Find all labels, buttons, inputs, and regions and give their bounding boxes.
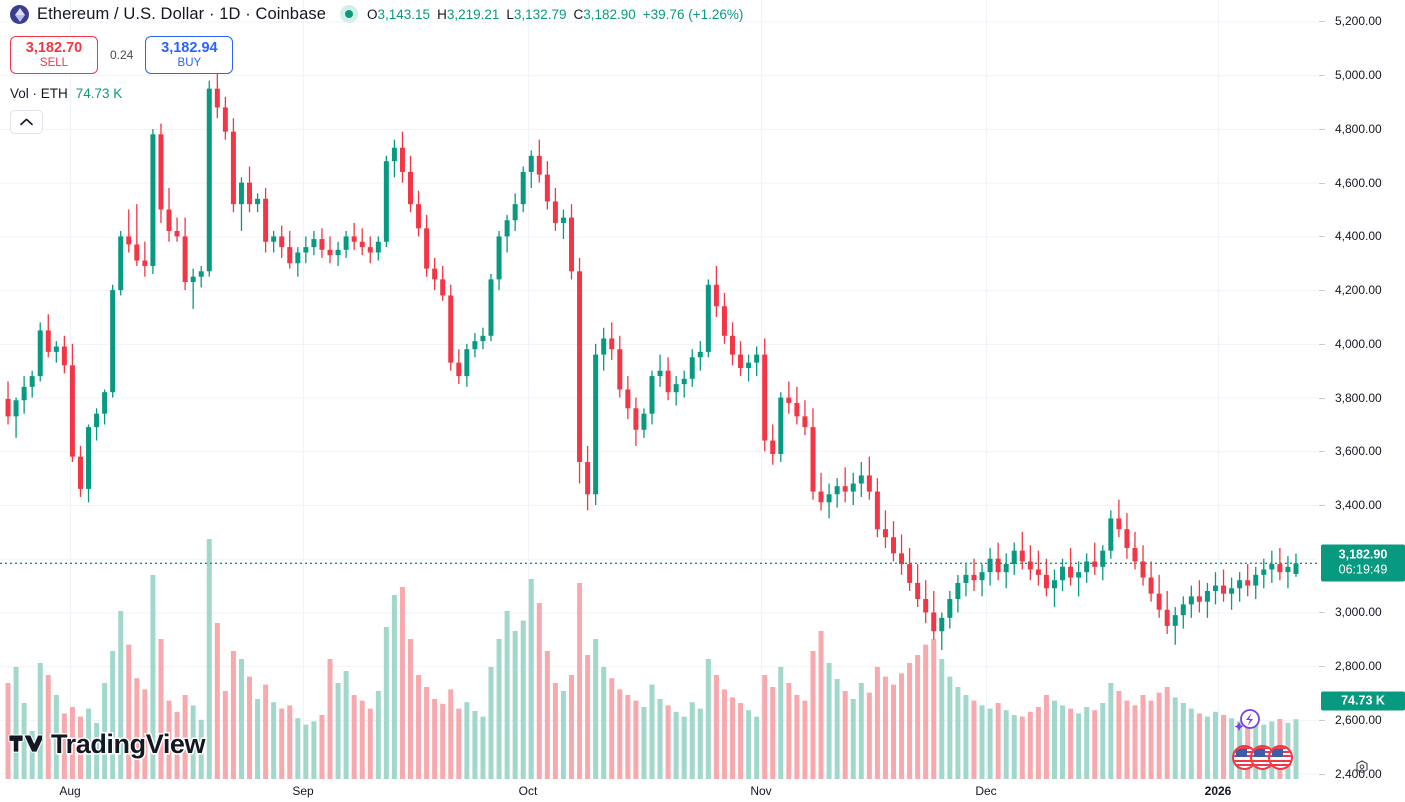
price-axis-tick: 2,800.00 (1319, 659, 1405, 673)
chart-plot-area[interactable] (0, 0, 1318, 779)
price-axis-tick: 4,600.00 (1319, 176, 1405, 190)
flag-canton (1236, 749, 1247, 757)
time-axis[interactable]: Aug Sep Oct Nov Dec 2026 (0, 779, 1405, 802)
price-axis-tick: 5,200.00 (1319, 14, 1405, 28)
price-axis-tick: 3,800.00 (1319, 391, 1405, 405)
time-axis-tick: Dec (975, 784, 997, 798)
economic-event-markers (1232, 708, 1293, 770)
price-axis-tick: 4,800.00 (1319, 122, 1405, 136)
price-axis-tick: 4,000.00 (1319, 337, 1405, 351)
chart-gridlines (0, 0, 1318, 779)
time-axis-tick: Aug (59, 784, 81, 798)
flag-badge-row (1232, 745, 1293, 770)
buy-price: 3,182.94 (161, 40, 218, 56)
price-axis-tick: 3,400.00 (1319, 498, 1405, 512)
volume-value-badge: 74.73 K (1321, 691, 1405, 711)
bar-countdown: 06:19:49 (1338, 562, 1388, 577)
time-axis-tick: Nov (750, 784, 772, 798)
collapse-pane-button[interactable] (10, 110, 43, 134)
flag-canton (1272, 749, 1283, 757)
price-axis-tick: 2,600.00 (1319, 713, 1405, 727)
price-axis[interactable]: 3,182.90 06:19:49 74.73 K 5,200.00 5,000.… (1318, 0, 1405, 781)
time-axis-tick: 2026 (1204, 784, 1232, 798)
sell-price: 3,182.70 (25, 40, 83, 56)
candlestick-series (0, 72, 1318, 779)
buy-button[interactable]: 3,182.94 BUY (145, 36, 234, 74)
price-axis-tick: 2,400.00 (1319, 767, 1405, 781)
price-axis-tick: 3,000.00 (1319, 605, 1405, 619)
chevron-up-icon (20, 118, 33, 126)
price-axis-tick: 4,400.00 (1319, 229, 1405, 243)
time-axis-tick: Oct (518, 784, 538, 798)
sell-button[interactable]: 3,182.70 SELL (10, 36, 98, 74)
time-axis-tick: Sep (292, 784, 314, 798)
price-axis-tick: 4,200.00 (1319, 283, 1405, 297)
us-flag-event-icon[interactable] (1268, 745, 1293, 770)
current-price-value: 3,182.90 (1338, 547, 1388, 562)
flag-canton (1254, 749, 1265, 757)
sell-label: SELL (39, 57, 69, 69)
gear-icon[interactable] (1353, 758, 1371, 776)
buy-label: BUY (177, 57, 202, 69)
sparkle-lightning-icon[interactable] (1232, 708, 1262, 738)
price-axis-tick: 3,600.00 (1319, 444, 1405, 458)
current-price-badge: 3,182.90 06:19:49 (1321, 544, 1405, 582)
price-axis-tick: 5,000.00 (1319, 68, 1405, 82)
